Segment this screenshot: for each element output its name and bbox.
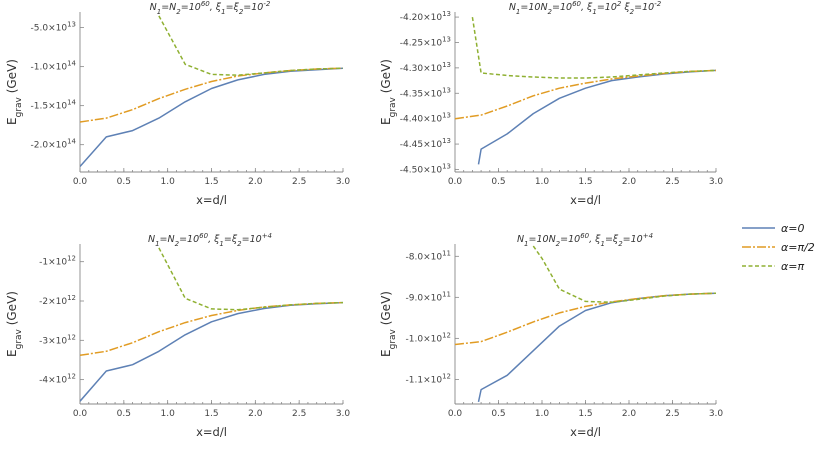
y-axis-label: Egrav (GeV): [379, 291, 398, 357]
x-tick-label: 2.5: [292, 177, 306, 187]
legend-label: α=0: [781, 222, 804, 235]
x-tick-label: 0.5: [491, 177, 505, 187]
panel-title: N1=10N2=1060, ξ1=ξ2=10+4: [517, 232, 653, 248]
x-tick-label: 1.5: [204, 409, 218, 419]
series-line: [80, 67, 344, 167]
x-tick-label: 3.0: [336, 177, 351, 187]
x-tick-label: 2.0: [248, 177, 263, 187]
series-line: [455, 69, 717, 120]
x-tick-label: 2.5: [292, 409, 306, 419]
x-tick-label: 1.5: [204, 177, 218, 187]
y-tick-label: -8.0×1011: [406, 249, 451, 262]
panel-title: N1=10N2=1060, ξ1=102 ξ2=10-2: [509, 0, 662, 16]
y-tick-label: -1.5×1014: [31, 99, 77, 112]
legend: α=0 α=π/2 α=π: [742, 222, 815, 273]
y-tick-label: -4.35×1013: [400, 86, 451, 99]
x-tick-label: 3.0: [336, 409, 351, 419]
series-line: [80, 67, 344, 123]
x-axis-label: x=d/l: [196, 193, 227, 207]
x-axis-label: x=d/l: [196, 425, 227, 439]
y-tick-label: -1.0×1012: [406, 331, 451, 344]
y-tick-label: -4.30×1013: [400, 61, 451, 74]
panel-title: N1=N2=1060, ξ1=ξ2=10-2: [150, 0, 271, 16]
panel-bottom-right: 0.0 0.5 1.0 1.5 2.0 2.5 3.0 -8.0×1011 -9.0×1011 -…: [379, 232, 723, 439]
x-tick-label: 2.5: [665, 409, 679, 419]
panel-title: N1=N2=1060, ξ1=ξ2=10+4: [148, 232, 272, 248]
y-tick-label: -2.0×1014: [31, 138, 77, 151]
x-tick-label: 1.5: [578, 177, 592, 187]
y-tick-label: -3×1012: [39, 333, 76, 346]
y-axis-label: Egrav (GeV): [5, 291, 24, 357]
series-line: [158, 15, 344, 76]
y-axis-label: Egrav (GeV): [5, 59, 24, 125]
panel-top-left: 0.0 0.5 1.0 1.5 2.0 2.5 3.0 -5.0×1013 -1.0×1014 -…: [5, 0, 350, 207]
legend-label: α=π/2: [781, 241, 815, 254]
x-axis-label: x=d/l: [570, 193, 601, 207]
x-tick-label: 2.0: [622, 409, 637, 419]
x-tick-label: 0.0: [73, 177, 88, 187]
x-tick-label: 0.0: [73, 409, 88, 419]
y-tick-label: -2×1012: [39, 294, 76, 307]
y-tick-label: -5.0×1013: [31, 21, 76, 34]
x-tick-label: 1.5: [578, 409, 592, 419]
x-tick-label: 0.0: [448, 177, 463, 187]
x-tick-label: 2.5: [665, 177, 679, 187]
panel-bottom-left: 0.0 0.5 1.0 1.5 2.0 2.5 3.0 -1×1012 -2×1012 -3×10…: [5, 232, 350, 439]
x-tick-label: 1.0: [535, 177, 550, 187]
series-line: [477, 292, 717, 403]
x-tick-label: 2.0: [622, 177, 637, 187]
series-line: [532, 245, 717, 304]
x-tick-label: 1.0: [535, 409, 550, 419]
x-tick-label: 2.0: [248, 409, 263, 419]
y-axis-label: Egrav (GeV): [379, 59, 398, 125]
x-axis-label: x=d/l: [570, 425, 601, 439]
y-tick-label: -1.0×1014: [31, 60, 77, 73]
y-tick-label: -1×1012: [39, 255, 76, 268]
series-line: [471, 16, 717, 79]
y-tick-label: -4.50×1013: [400, 162, 451, 175]
x-tick-label: 0.5: [117, 177, 131, 187]
x-tick-label: 0.0: [448, 409, 463, 419]
series-line: [477, 69, 717, 165]
y-tick-label: -4.20×1013: [400, 10, 451, 23]
y-tick-label: -4.25×1013: [400, 35, 451, 48]
panel-top-right: 0.0 0.5 1.0 1.5 2.0 2.5 3.0 -4.20×1013 -4.25×101…: [379, 0, 723, 207]
series-line: [80, 301, 344, 357]
y-tick-label: -4×1012: [39, 373, 76, 386]
x-tick-label: 1.0: [161, 177, 176, 187]
x-tick-label: 0.5: [491, 409, 505, 419]
x-tick-label: 1.0: [161, 409, 176, 419]
legend-label: α=π: [781, 260, 804, 273]
y-tick-label: -1.1×1012: [406, 372, 451, 385]
series-line: [455, 292, 717, 346]
x-tick-label: 3.0: [709, 409, 724, 419]
x-tick-label: 0.5: [117, 409, 131, 419]
y-tick-label: -4.40×1013: [400, 112, 451, 125]
series-line: [158, 247, 344, 311]
x-tick-label: 3.0: [709, 177, 724, 187]
y-tick-label: -4.45×1013: [400, 137, 451, 150]
series-line: [80, 301, 344, 402]
y-tick-label: -9.0×1011: [406, 290, 451, 303]
